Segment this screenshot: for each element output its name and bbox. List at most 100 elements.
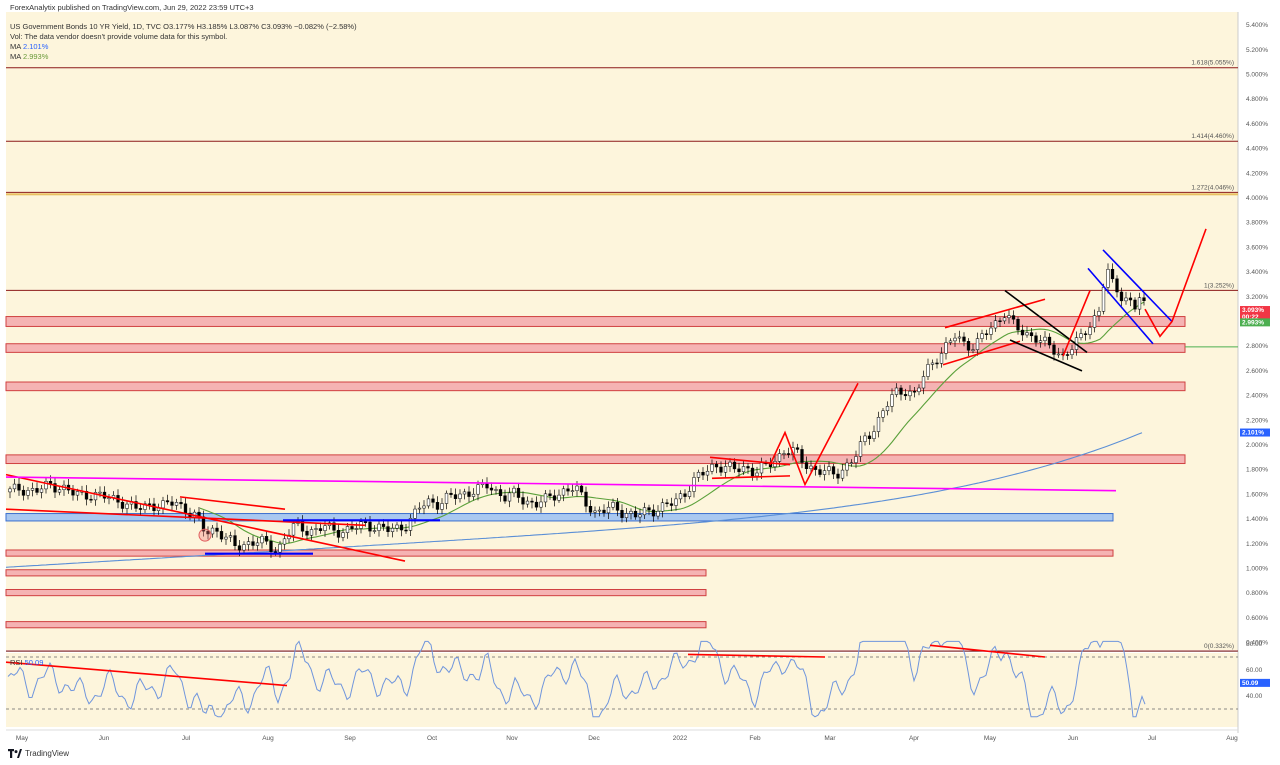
ma-slow-legend[interactable]: MA 2.101% [10, 42, 48, 51]
candle[interactable] [278, 543, 282, 553]
candle[interactable] [215, 527, 219, 532]
candle[interactable] [413, 508, 417, 519]
candle[interactable] [710, 463, 714, 472]
candle[interactable] [993, 320, 998, 329]
candle[interactable] [395, 524, 399, 529]
candle[interactable] [800, 449, 804, 463]
candle[interactable] [458, 493, 462, 499]
candle[interactable] [714, 463, 719, 468]
candle[interactable] [584, 491, 588, 507]
candle[interactable] [449, 492, 453, 495]
candle[interactable] [1052, 344, 1056, 355]
candle[interactable] [611, 502, 615, 508]
candle[interactable] [89, 498, 93, 501]
candle[interactable] [849, 462, 854, 464]
flag-line-blue[interactable] [1102, 249, 1173, 323]
price-badge[interactable]: 2.101% [1240, 428, 1270, 437]
candle[interactable] [647, 507, 651, 511]
wedge-line-black[interactable] [1004, 289, 1088, 354]
triangle-line-red[interactable] [709, 456, 791, 466]
candle[interactable] [264, 536, 269, 542]
candle[interactable] [246, 541, 251, 545]
candle[interactable] [570, 490, 575, 492]
candle[interactable] [404, 529, 408, 532]
candle[interactable] [597, 509, 602, 512]
candle[interactable] [251, 541, 255, 546]
candle[interactable] [507, 492, 512, 502]
candle[interactable] [872, 431, 876, 439]
candle[interactable] [228, 535, 233, 538]
candle[interactable] [422, 505, 426, 509]
candle[interactable] [606, 506, 611, 514]
candle[interactable] [44, 481, 48, 490]
candle[interactable] [831, 466, 836, 475]
candle[interactable] [665, 502, 669, 505]
channel-line-red[interactable] [944, 298, 1046, 329]
candle[interactable] [354, 528, 359, 530]
candle[interactable] [782, 453, 786, 455]
candle[interactable] [1133, 299, 1137, 310]
candle[interactable] [602, 509, 606, 514]
candle[interactable] [17, 483, 21, 491]
candle[interactable] [260, 536, 264, 544]
support-resistance-zone[interactable] [5, 381, 1186, 392]
candle[interactable] [534, 501, 539, 508]
candle[interactable] [638, 514, 642, 518]
candle[interactable] [255, 542, 260, 546]
candle[interactable] [1056, 353, 1061, 356]
candle[interactable] [624, 513, 629, 518]
candle[interactable] [836, 473, 840, 479]
candle[interactable] [1020, 329, 1025, 336]
candle[interactable] [543, 493, 548, 503]
time-axis[interactable]: May Jun Jul Aug Sep Oct Nov Dec 2022 Feb Mar Apr May… [16, 735, 1238, 742]
candle[interactable] [1038, 340, 1043, 343]
candle[interactable] [386, 526, 390, 532]
candle[interactable] [998, 320, 1002, 322]
candle[interactable] [1101, 287, 1106, 312]
candle[interactable] [1083, 333, 1088, 335]
candle[interactable] [120, 501, 125, 509]
candle[interactable] [953, 337, 957, 342]
candle[interactable] [867, 435, 872, 439]
candle[interactable] [471, 493, 476, 497]
candle[interactable] [318, 528, 323, 531]
candle[interactable] [1106, 269, 1110, 288]
candle[interactable] [840, 469, 845, 479]
candle[interactable] [786, 453, 791, 455]
candle[interactable] [1115, 278, 1119, 293]
candle[interactable] [503, 495, 507, 502]
candle[interactable] [165, 500, 170, 503]
candle[interactable] [57, 489, 62, 493]
candle[interactable] [134, 501, 138, 509]
candle[interactable] [633, 510, 638, 518]
candle[interactable] [674, 498, 678, 506]
candle[interactable] [552, 495, 557, 501]
candle[interactable] [876, 417, 881, 432]
trendline-magenta[interactable] [5, 476, 1117, 492]
candle[interactable] [440, 503, 444, 510]
support-resistance-zone[interactable] [5, 454, 1186, 465]
candle[interactable] [683, 493, 687, 497]
candle[interactable] [1043, 336, 1047, 341]
candle[interactable] [381, 523, 386, 527]
candle[interactable] [651, 509, 656, 517]
candle[interactable] [588, 506, 593, 513]
candle[interactable] [521, 497, 525, 505]
candle[interactable] [705, 470, 710, 476]
candle[interactable] [1142, 297, 1146, 301]
candle[interactable] [890, 394, 894, 407]
candle[interactable] [687, 491, 692, 497]
rsi-divergence-line[interactable] [5, 661, 288, 687]
candle[interactable] [390, 527, 395, 532]
candle[interactable] [755, 472, 759, 477]
ma-fast-legend[interactable]: MA 2.993% [10, 52, 48, 61]
candle[interactable] [822, 470, 827, 475]
rsi-badge[interactable]: 50.09 [1240, 678, 1270, 687]
candle[interactable] [921, 376, 926, 389]
candle[interactable] [314, 528, 318, 530]
candle[interactable] [530, 500, 534, 503]
candle[interactable] [777, 453, 782, 462]
candle[interactable] [557, 494, 561, 501]
price-badge[interactable]: 3.093%00:22 [1240, 306, 1270, 322]
